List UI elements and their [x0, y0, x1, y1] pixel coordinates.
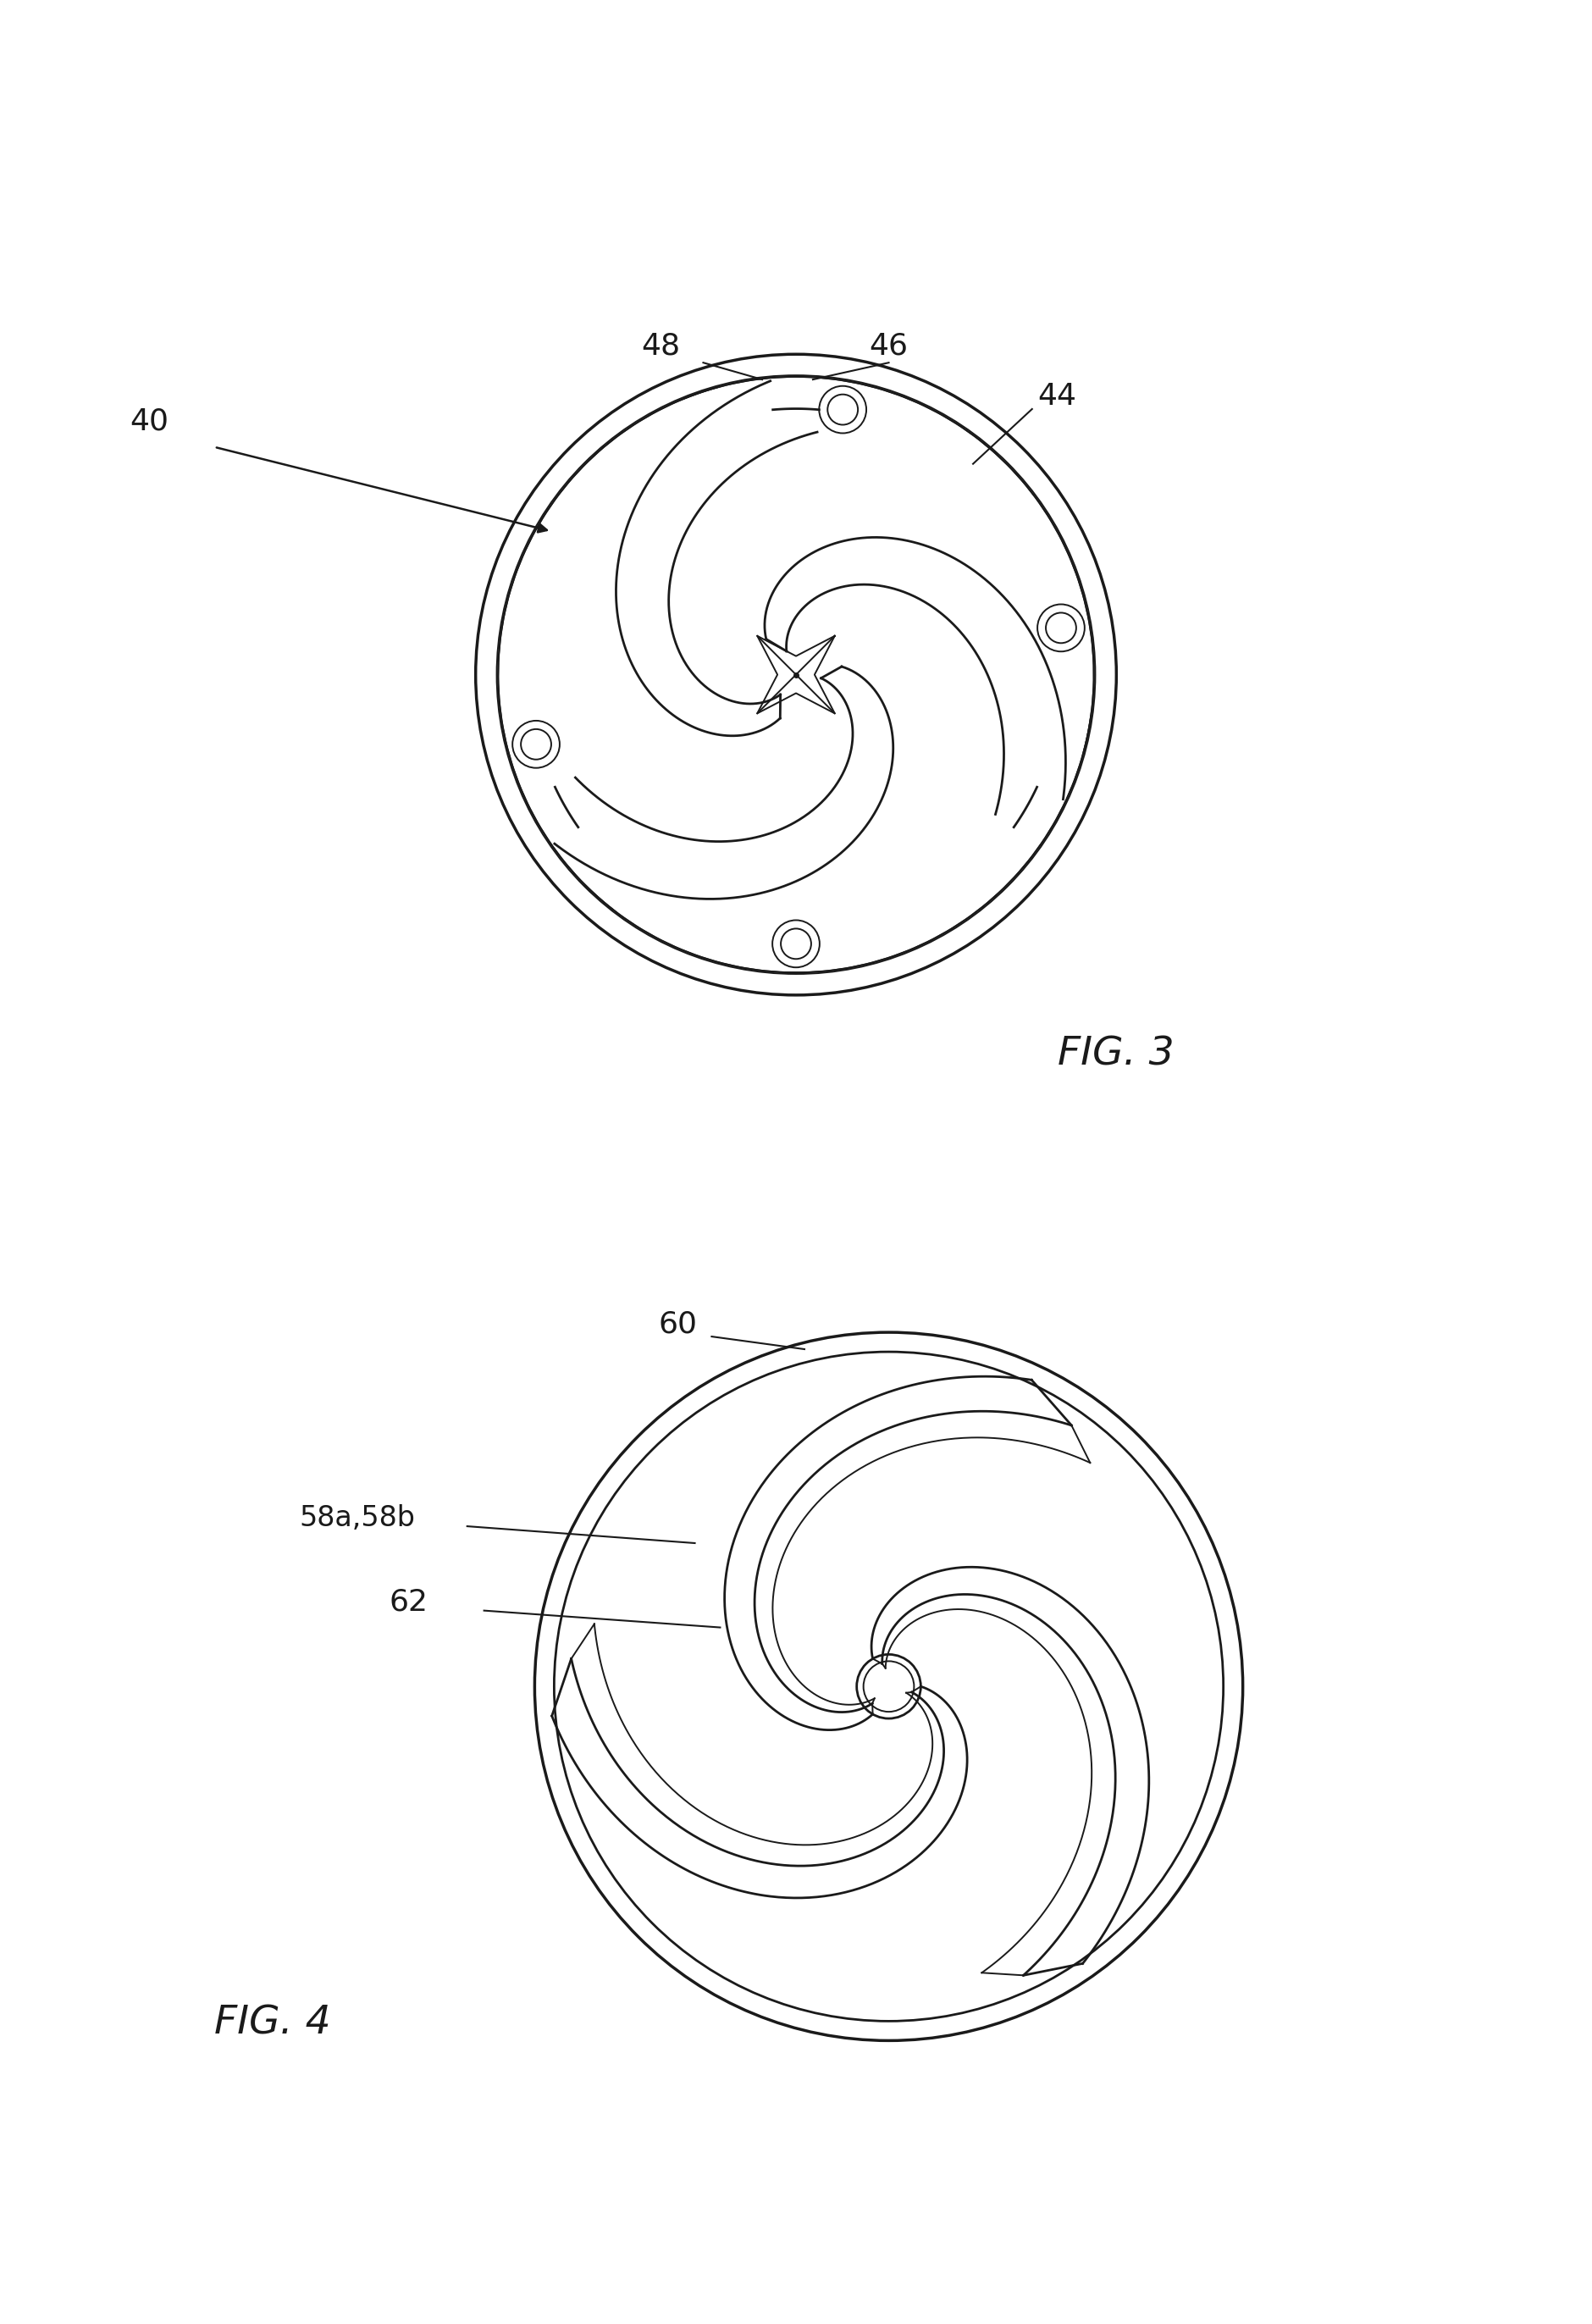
Text: 44: 44 — [1038, 381, 1076, 411]
Text: 58a,58b: 58a,58b — [299, 1504, 416, 1532]
Text: 60: 60 — [659, 1308, 697, 1339]
Text: FIG. 4: FIG. 4 — [215, 2006, 331, 2043]
Text: 46: 46 — [869, 332, 907, 360]
Text: 48: 48 — [642, 332, 681, 360]
Circle shape — [856, 1655, 920, 1717]
Text: 62: 62 — [388, 1587, 428, 1618]
Text: 40: 40 — [131, 407, 169, 437]
Text: FIG. 3: FIG. 3 — [1057, 1034, 1173, 1074]
